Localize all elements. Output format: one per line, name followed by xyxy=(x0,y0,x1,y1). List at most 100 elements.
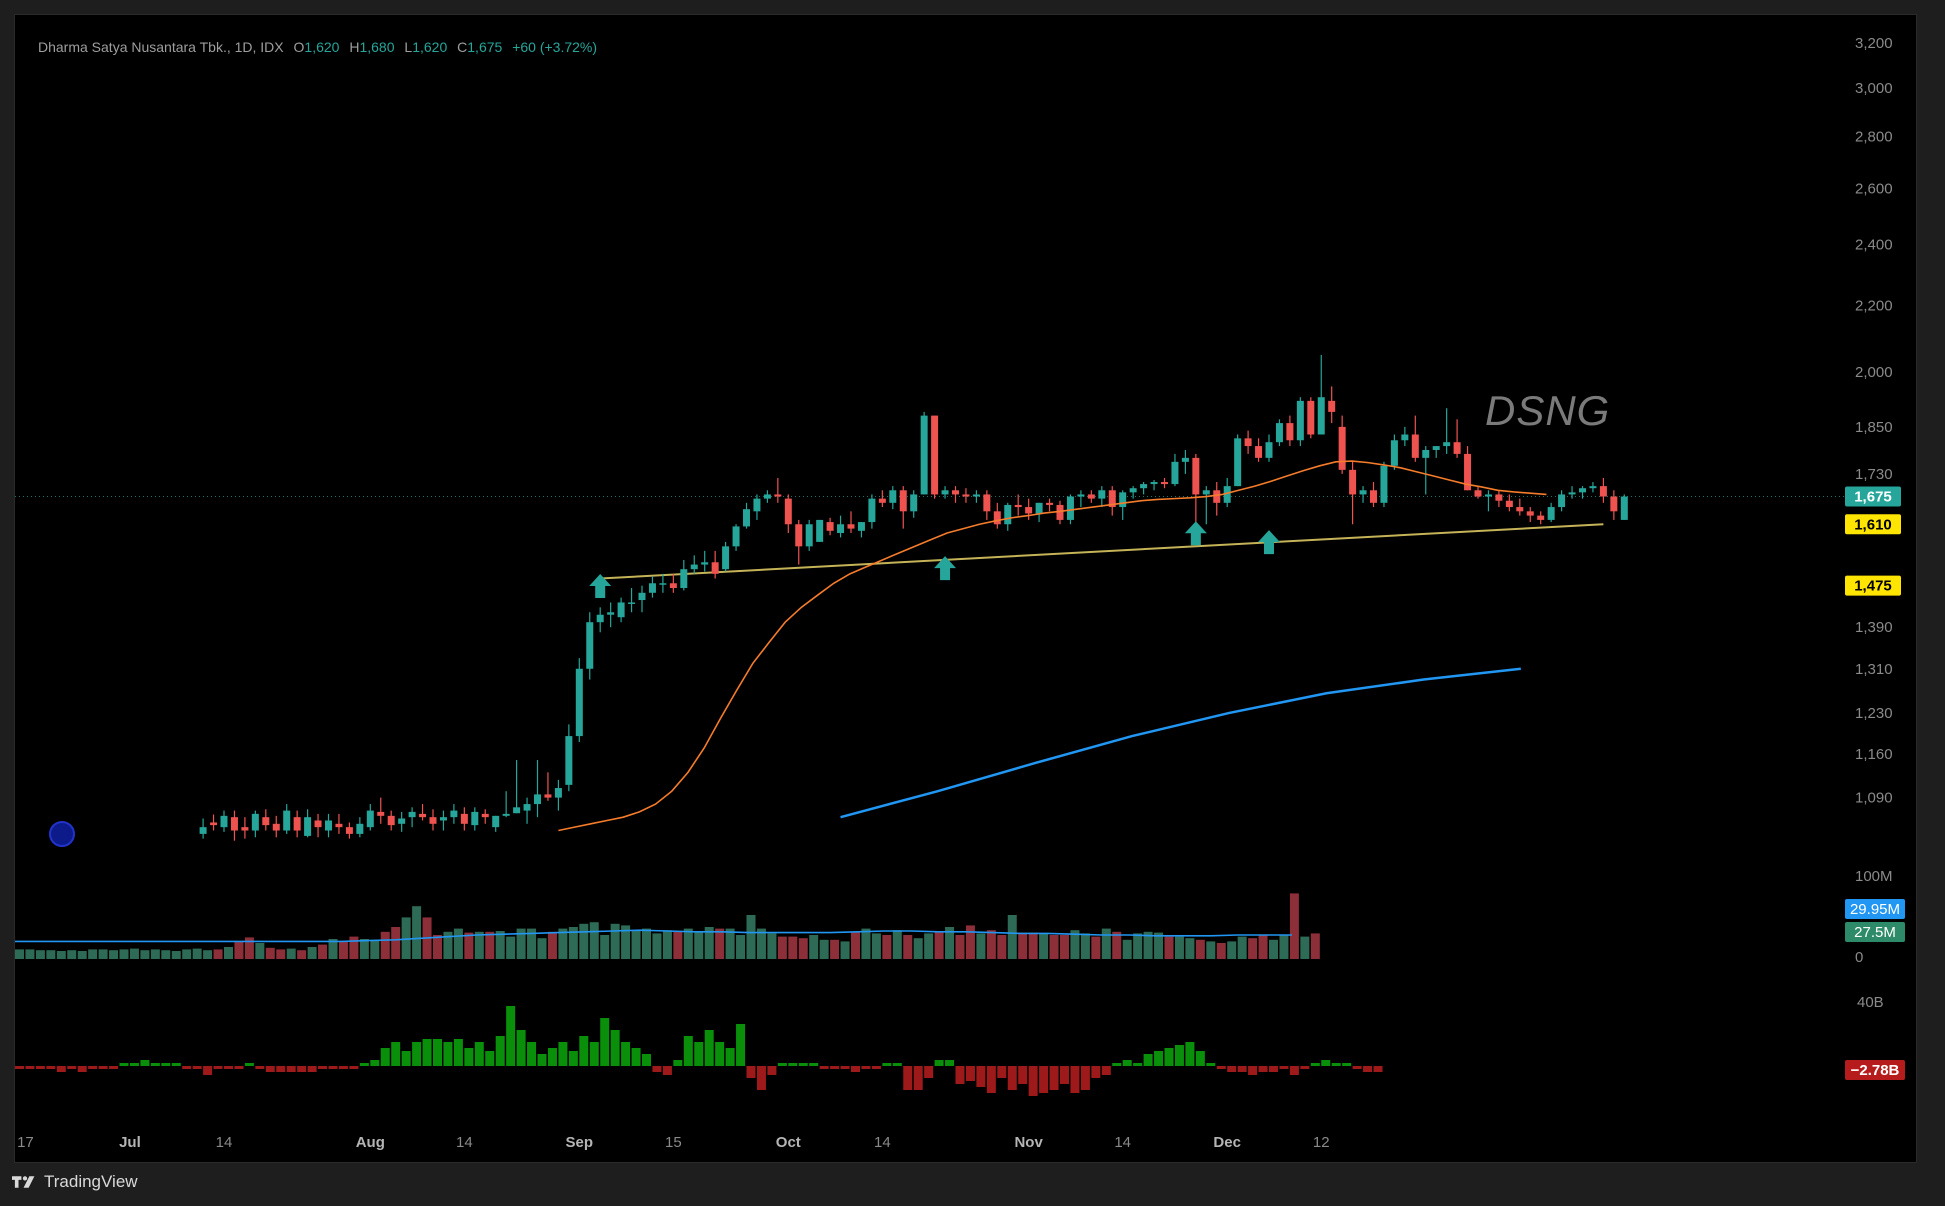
volume-bar xyxy=(1300,936,1310,959)
price-label-box xyxy=(1845,575,1901,596)
volume-bar xyxy=(244,937,254,959)
candle-body xyxy=(450,810,458,818)
volume-bar xyxy=(1070,930,1080,959)
volume-bar xyxy=(558,928,568,959)
volume-bar xyxy=(1258,935,1268,959)
symbol-watermark: DSNG xyxy=(1485,387,1611,434)
candle-body xyxy=(262,817,270,826)
volume-bar xyxy=(140,950,150,959)
flow-bar xyxy=(1289,1066,1299,1075)
x-tick-label: Sep xyxy=(566,1134,594,1151)
change-value: +60 (+3.72%) xyxy=(512,39,598,55)
candle-body xyxy=(1223,486,1231,503)
volume-bar xyxy=(547,931,557,959)
flow-bar xyxy=(1258,1066,1268,1072)
flow-bar xyxy=(1112,1063,1122,1066)
chart-canvas[interactable]: 3,200 3,000 2,800 2,600 2,400 2,200 2,000 1,850… xyxy=(15,15,1916,1162)
flow-bar xyxy=(224,1066,233,1069)
flow-bar xyxy=(955,1066,965,1084)
close-value: 1,675 xyxy=(467,39,503,55)
flow-bar xyxy=(1237,1066,1247,1072)
candle-body xyxy=(387,815,395,826)
up-arrow-icon xyxy=(1184,521,1207,546)
volume-tick-label: 0 xyxy=(1855,949,1863,966)
volume-bar xyxy=(1028,932,1038,959)
price-tick-label: 1,730 xyxy=(1855,466,1893,483)
flow-bar xyxy=(527,1042,537,1066)
flow-bar xyxy=(161,1063,171,1066)
chart-frame: 3,200 3,000 2,800 2,600 2,400 2,200 2,000 1,850… xyxy=(14,14,1917,1163)
flow-bar xyxy=(725,1048,735,1066)
flow-bar xyxy=(798,1063,808,1066)
candle-body xyxy=(471,811,479,826)
volume-bar xyxy=(756,928,766,959)
volume-bar xyxy=(77,951,87,959)
flow-bar xyxy=(1070,1066,1080,1093)
flow-bar xyxy=(77,1066,87,1072)
candle-body xyxy=(408,811,416,818)
price-label-text: 1,475 xyxy=(1854,578,1892,595)
candle-body xyxy=(711,562,719,574)
volume-bar xyxy=(621,925,631,959)
flow-bar xyxy=(359,1063,369,1066)
volume-bar xyxy=(704,927,714,959)
volume-bar xyxy=(642,928,651,959)
flow-bar xyxy=(255,1066,265,1069)
volume-bar xyxy=(150,949,160,959)
flow-bar xyxy=(924,1066,934,1078)
volume-label-box xyxy=(1845,899,1905,919)
flow-bar xyxy=(631,1048,641,1066)
flow-bar xyxy=(119,1063,129,1066)
volume-bar xyxy=(1206,941,1216,959)
volume-bar xyxy=(129,948,139,959)
tradingview-brand[interactable]: TradingView xyxy=(12,1172,138,1192)
symbol-title[interactable]: Dharma Satya Nusantara Tbk., 1D, IDX xyxy=(38,39,284,55)
volume-bar xyxy=(318,944,328,959)
flow-bar xyxy=(1331,1063,1341,1066)
volume-bar xyxy=(955,935,965,959)
candle-body xyxy=(1046,502,1054,505)
candle-body xyxy=(1181,457,1189,462)
flow-bar xyxy=(1143,1054,1153,1066)
flow-bar xyxy=(704,1030,714,1066)
flow-bar xyxy=(244,1063,254,1066)
candle-body xyxy=(1035,502,1043,514)
flow-bar xyxy=(851,1066,860,1072)
flow-label-text: −2.78B xyxy=(1851,1062,1900,1079)
volume-bar xyxy=(370,939,380,959)
flow-bar xyxy=(192,1066,202,1069)
x-tick-label: Oct xyxy=(776,1134,801,1151)
candle-body xyxy=(1108,490,1116,508)
volume-bar xyxy=(464,932,474,959)
volume-bar xyxy=(25,949,35,959)
volume-bar xyxy=(109,950,119,959)
candle-body xyxy=(1401,434,1409,441)
candle-body xyxy=(1119,492,1127,508)
flow-bar xyxy=(1039,1066,1049,1093)
flow-bar xyxy=(203,1066,213,1075)
up-arrow-icon xyxy=(934,556,957,581)
candle-body xyxy=(1422,449,1430,458)
tradingview-logo-icon xyxy=(12,1176,35,1188)
flow-bar xyxy=(328,1066,338,1069)
candle-body xyxy=(1464,453,1472,491)
flow-bar xyxy=(25,1066,35,1069)
flow-bar xyxy=(1269,1066,1278,1072)
x-tick-label: 14 xyxy=(1114,1134,1131,1151)
volume-bar xyxy=(276,949,286,959)
volume-bar xyxy=(433,935,442,959)
volume-bar xyxy=(443,931,453,959)
volume-bar xyxy=(1060,935,1069,959)
volume-bar xyxy=(98,949,108,959)
volume-bar xyxy=(56,951,66,959)
open-value: 1,620 xyxy=(304,39,340,55)
candle-body xyxy=(513,807,521,814)
x-tick-label: 15 xyxy=(665,1134,682,1151)
volume-bar xyxy=(119,949,129,959)
volume-bar xyxy=(788,936,798,959)
flow-bar xyxy=(412,1042,422,1066)
flow-tick-label: 40B xyxy=(1857,994,1884,1011)
candle-body xyxy=(304,817,312,836)
flow-bar xyxy=(349,1066,359,1069)
candle-body xyxy=(1380,465,1388,503)
